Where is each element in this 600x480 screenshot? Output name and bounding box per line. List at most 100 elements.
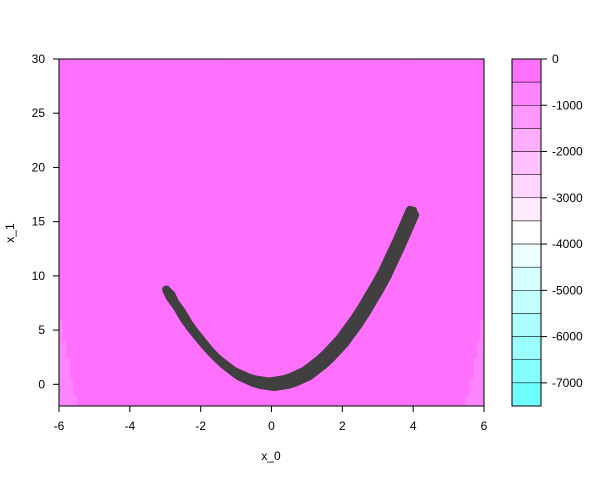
contour-cell [122, 284, 127, 289]
contour-cell [69, 367, 74, 372]
contour-cell [175, 402, 181, 406]
contour-cell [154, 218, 159, 223]
contour-cell [133, 59, 138, 64]
contour-cell [126, 86, 131, 91]
contour-cell [101, 360, 106, 365]
contour-cell [147, 281, 152, 286]
contour-cell [193, 315, 198, 320]
contour-cell [221, 176, 227, 182]
contour-cell [144, 183, 149, 188]
contour-cell [112, 79, 117, 84]
contour-cell [175, 329, 181, 334]
contour-cell [158, 187, 163, 192]
contour-cell [69, 333, 74, 338]
contour-cell [136, 281, 142, 286]
contour-cell [108, 395, 113, 400]
contour-cell [218, 211, 223, 216]
contour-cell [182, 329, 188, 334]
contour-cell [190, 294, 195, 300]
contour-cell [94, 86, 99, 91]
contour-cell [126, 326, 131, 331]
contour-cell [214, 381, 219, 386]
contour-cell [161, 142, 166, 147]
contour-cell [232, 274, 237, 279]
contour-cell [129, 114, 134, 119]
contour-cell [94, 111, 99, 116]
contour-cell [197, 142, 202, 147]
contour-cell [87, 270, 92, 275]
contour-cell [87, 249, 92, 254]
contour-cell [129, 128, 134, 133]
contour-cell [105, 353, 110, 359]
contour-cell [197, 343, 202, 348]
contour-cell [172, 215, 177, 220]
contour-cell [136, 399, 142, 404]
contour-cell [232, 142, 237, 147]
contour-cell [119, 117, 124, 123]
contour-cell [229, 83, 234, 88]
contour-cell [151, 242, 156, 247]
contour-cell [80, 65, 85, 71]
contour-cell [225, 183, 230, 188]
contour-cell [168, 350, 173, 355]
contour-cell [221, 218, 227, 223]
contour-cell [200, 159, 205, 164]
contour-cell [69, 131, 74, 136]
contour-cell [175, 253, 181, 258]
contour-cell [186, 211, 191, 216]
contour-cell [140, 183, 145, 188]
contour-cell [147, 340, 152, 345]
contour-cell [115, 360, 120, 365]
contour-cell [94, 163, 99, 168]
contour-cell [218, 277, 223, 282]
contour-cell [218, 131, 223, 136]
contour-cell [122, 187, 127, 192]
contour-cell [161, 159, 166, 164]
contour-cell [154, 83, 159, 88]
contour-cell [197, 138, 202, 143]
contour-cell [154, 138, 159, 143]
contour-cell [62, 97, 67, 102]
contour-cell [197, 301, 202, 306]
contour-cell [147, 111, 152, 116]
contour-cell [165, 187, 170, 192]
contour-cell [232, 69, 237, 74]
contour-cell [151, 93, 156, 98]
contour-cell [59, 197, 64, 202]
contour-cell [105, 322, 110, 327]
contour-cell [80, 159, 85, 164]
contour-cell [218, 322, 223, 327]
contour-cell [175, 156, 181, 161]
contour-cell [80, 374, 85, 379]
contour-cell [200, 111, 205, 116]
contour-cell [207, 239, 212, 244]
contour-cell [122, 225, 127, 230]
contour-cell [232, 152, 237, 157]
contour-cell [90, 298, 96, 303]
contour-cell [90, 392, 96, 397]
contour-cell [214, 291, 219, 296]
contour-cell [80, 267, 85, 272]
contour-cell [101, 69, 106, 74]
contour-cell [204, 242, 209, 247]
contour-cell [90, 114, 96, 119]
contour-cell [172, 145, 177, 150]
contour-cell [76, 322, 81, 327]
contour-cell [232, 97, 237, 102]
contour-cell [151, 312, 156, 317]
contour-cell [97, 315, 103, 320]
contour-cell [165, 183, 170, 188]
contour-cell [83, 190, 88, 195]
contour-cell [108, 294, 113, 300]
contour-cell [168, 166, 173, 171]
contour-cell [197, 246, 202, 251]
contour-cell [168, 69, 173, 74]
contour-cell [87, 315, 92, 320]
contour-cell [62, 392, 67, 397]
contour-cell [140, 229, 145, 234]
contour-cell [97, 173, 103, 178]
contour-cell [83, 367, 88, 372]
contour-cell [90, 263, 96, 268]
contour-cell [161, 190, 166, 195]
